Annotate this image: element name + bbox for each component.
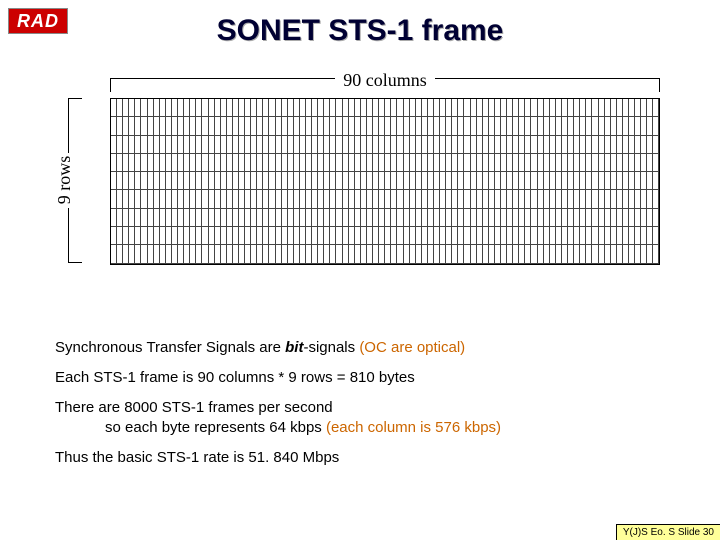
slide-footer: Y(J)S Eo. S Slide 30 [616, 524, 720, 540]
text-line-2: Each STS-1 frame is 90 columns * 9 rows … [55, 368, 680, 388]
col-bracket-right [435, 78, 660, 92]
l1-em: bit [285, 339, 303, 356]
row-bracket-top [68, 98, 82, 153]
l3b-paren: (each column is 576 kbps) [326, 419, 501, 436]
text-line-3a: There are 8000 STS-1 frames per second [55, 398, 680, 418]
sts1-grid [110, 98, 660, 265]
l1-post: -signals [303, 339, 359, 356]
l1-paren: (OC are optical) [359, 339, 465, 356]
frame-diagram: 90 columns 9 rows [60, 70, 660, 265]
l1-pre: Synchronous Transfer Signals are [55, 339, 285, 356]
rows-label: 9 rows [54, 156, 75, 205]
text-line-3b: so each byte represents 64 kbps (each co… [55, 418, 680, 438]
text-line-1: Synchronous Transfer Signals are bit-sig… [55, 338, 680, 358]
l3b-pre: so each byte represents 64 kbps [105, 419, 326, 436]
columns-dimension: 90 columns [110, 70, 660, 98]
page-title: SONET STS-1 frame [0, 14, 720, 48]
rows-dimension: 9 rows [60, 98, 88, 263]
row-bracket-bot [68, 208, 82, 263]
text-line-4: Thus the basic STS-1 rate is 51. 840 Mbp… [55, 448, 680, 468]
